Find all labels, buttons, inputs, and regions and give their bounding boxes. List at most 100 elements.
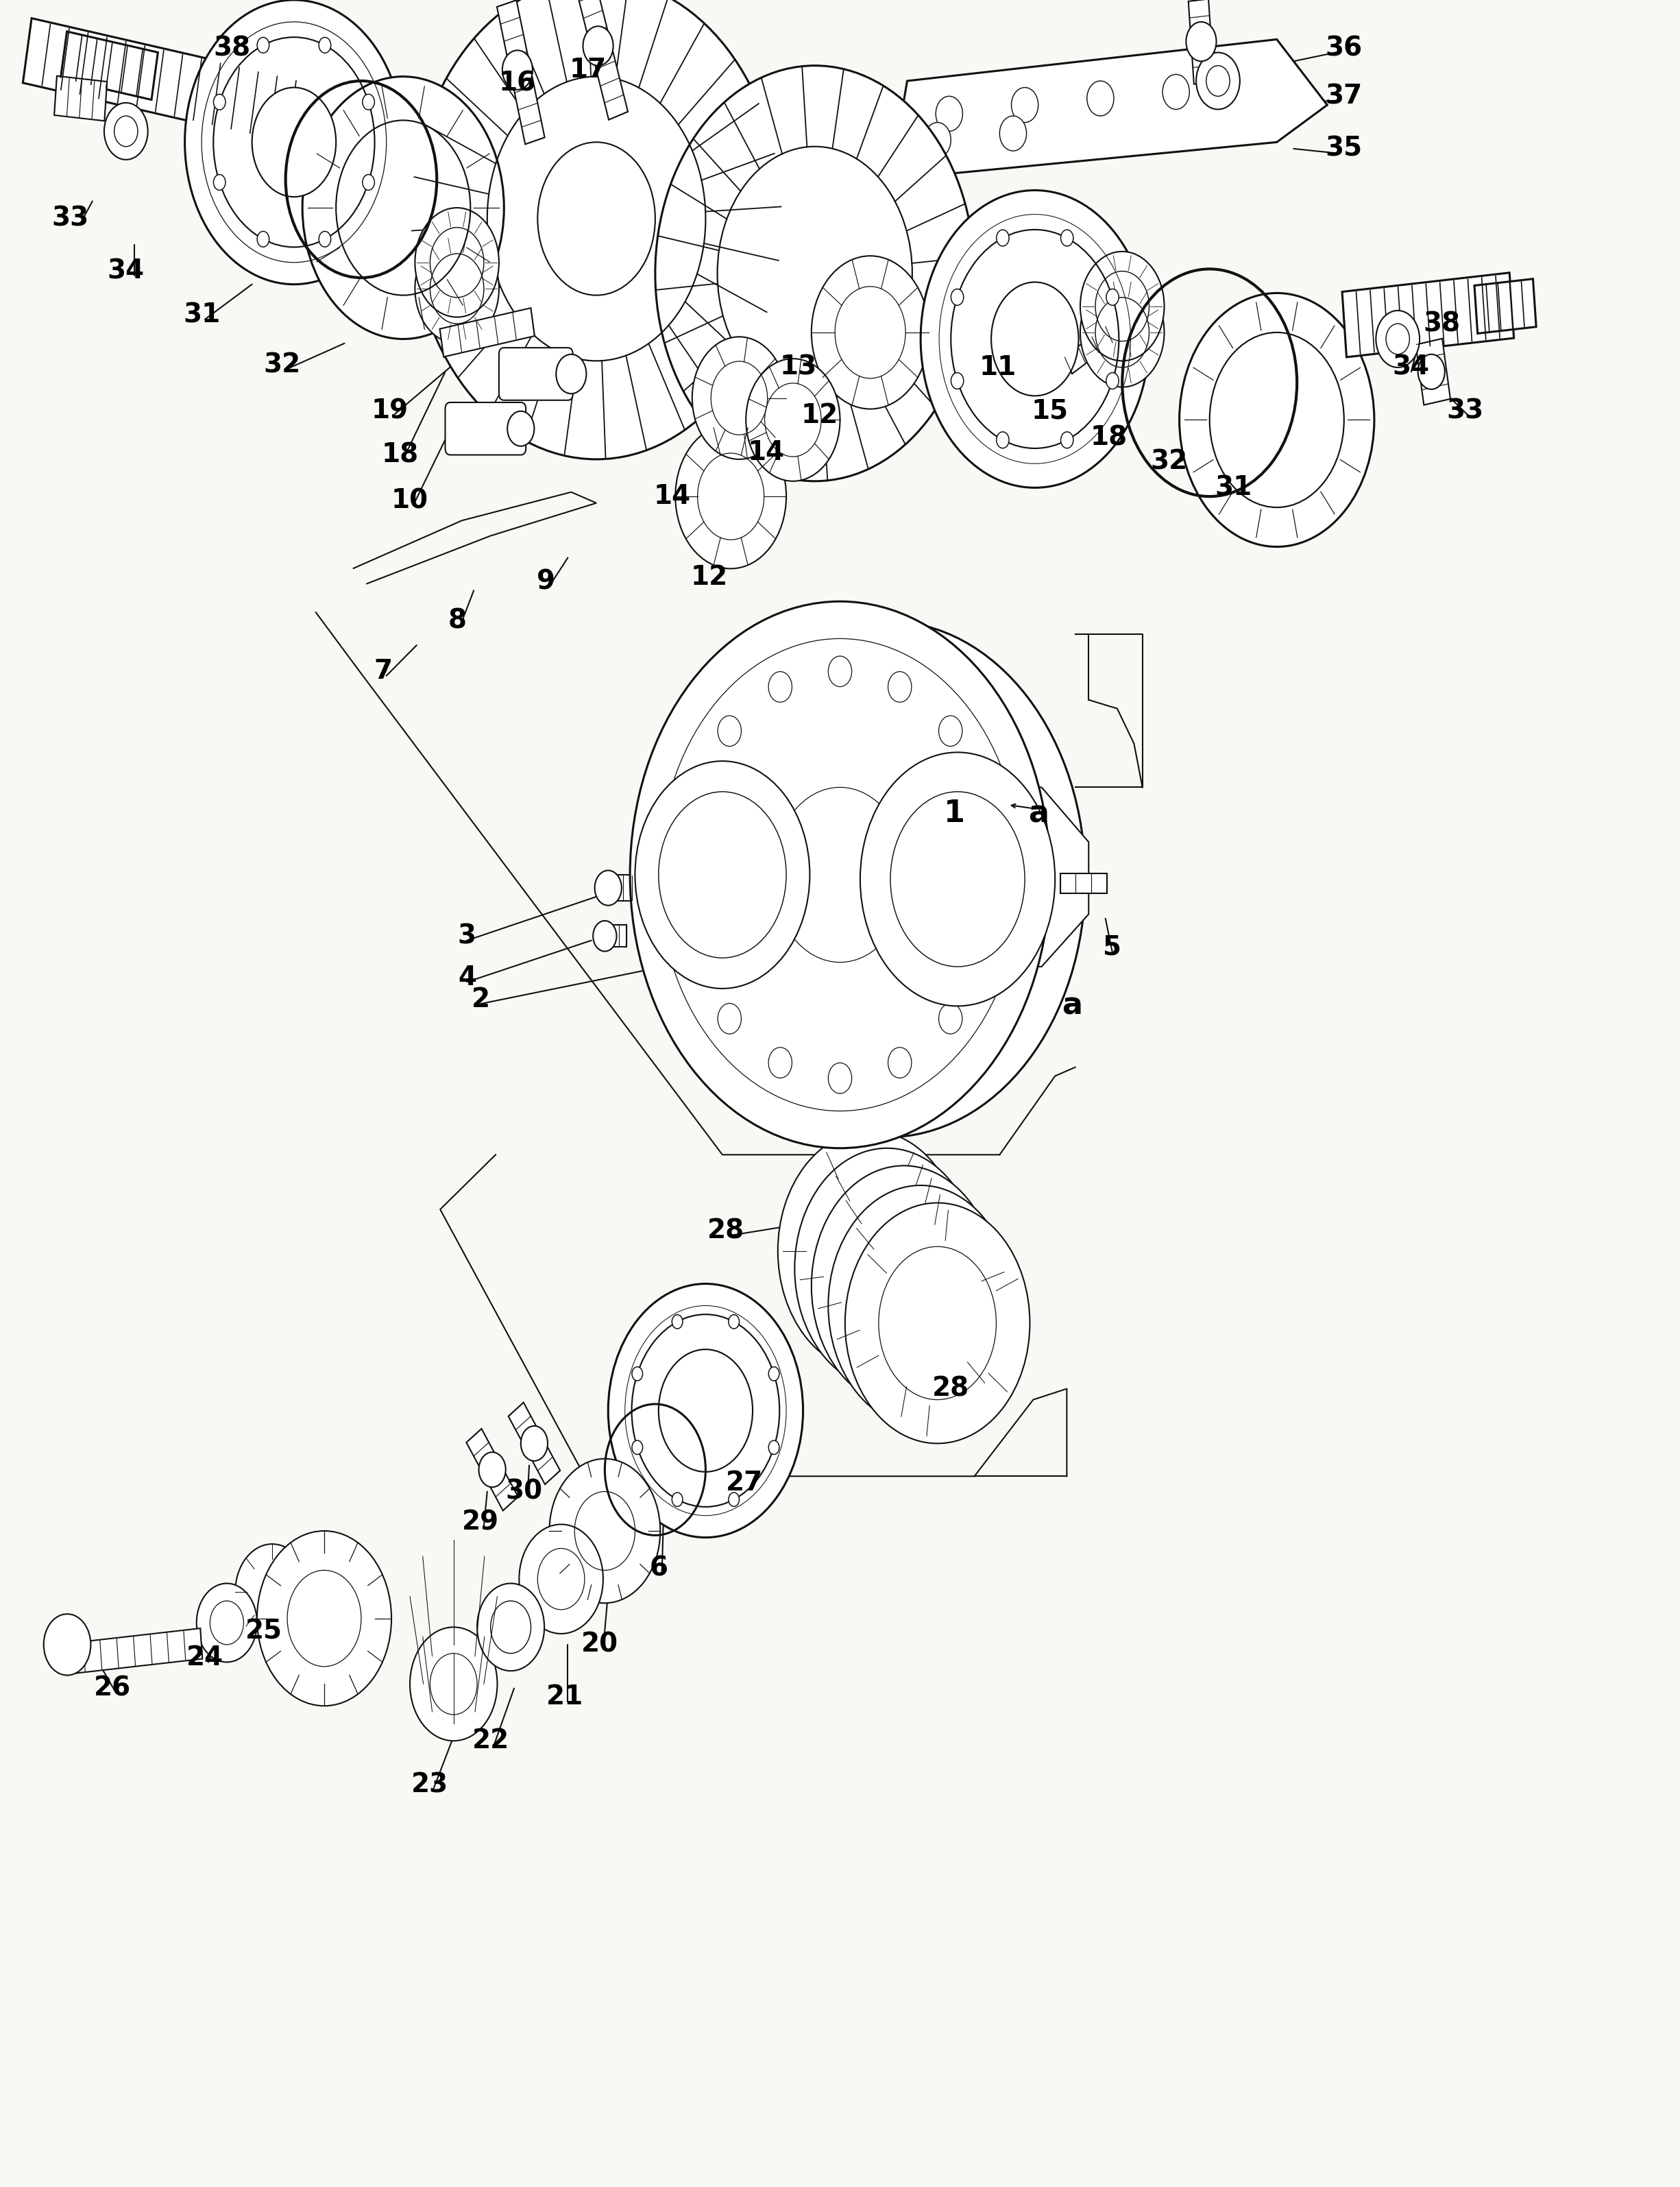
Circle shape [197,1583,257,1662]
Circle shape [519,1524,603,1634]
Text: 2: 2 [470,986,491,1013]
Text: 31: 31 [183,302,220,328]
Text: 15: 15 [1032,398,1068,424]
Text: 33: 33 [1446,398,1483,424]
Circle shape [811,256,929,409]
Circle shape [213,94,225,109]
Circle shape [1087,81,1114,116]
Circle shape [1186,22,1216,61]
Circle shape [655,66,974,481]
Polygon shape [67,1629,202,1673]
Circle shape [1060,230,1074,247]
Polygon shape [890,39,1327,179]
Circle shape [632,1367,643,1380]
Text: 33: 33 [52,206,89,232]
Polygon shape [24,17,296,144]
Circle shape [684,938,707,969]
Polygon shape [605,875,632,901]
Text: 18: 18 [381,442,418,468]
Polygon shape [1188,0,1215,83]
Text: 31: 31 [1215,475,1252,501]
Polygon shape [660,361,756,426]
Circle shape [717,715,741,746]
Circle shape [951,372,964,389]
Circle shape [939,715,963,746]
Text: 7: 7 [373,658,393,685]
Circle shape [672,1492,682,1507]
Circle shape [768,1048,791,1078]
Polygon shape [60,31,158,101]
Circle shape [996,230,1010,247]
Circle shape [608,1284,803,1537]
Circle shape [630,601,1050,1148]
Circle shape [104,103,148,160]
Circle shape [672,1314,682,1330]
Circle shape [692,337,786,459]
Text: 22: 22 [472,1728,509,1754]
Circle shape [415,208,499,317]
Circle shape [951,289,964,306]
Text: 19: 19 [371,398,408,424]
Polygon shape [1060,875,1107,892]
Circle shape [729,1492,739,1507]
Text: 4: 4 [457,964,477,991]
Circle shape [684,781,707,811]
Text: 17: 17 [570,57,606,83]
Text: 12: 12 [690,564,727,590]
Circle shape [549,1459,660,1603]
Polygon shape [54,77,108,120]
Polygon shape [1342,273,1514,356]
Text: 14: 14 [748,440,785,466]
Circle shape [410,1627,497,1741]
Circle shape [828,1185,1013,1426]
Text: 12: 12 [801,402,838,429]
Circle shape [319,232,331,247]
Circle shape [1105,372,1119,389]
Text: 30: 30 [506,1478,543,1505]
Circle shape [583,26,613,66]
Circle shape [924,122,951,157]
Circle shape [768,1441,780,1454]
Circle shape [1000,116,1026,151]
Circle shape [213,175,225,190]
Circle shape [1060,431,1074,448]
Text: 6: 6 [648,1555,669,1581]
Text: 28: 28 [707,1218,744,1244]
Text: a: a [1062,991,1082,1021]
Text: 28: 28 [932,1376,969,1402]
Polygon shape [467,1428,517,1511]
Text: 8: 8 [447,608,467,634]
Circle shape [936,96,963,131]
Circle shape [521,1426,548,1461]
Circle shape [746,359,840,481]
Circle shape [1011,87,1038,122]
Text: 11: 11 [979,354,1016,381]
Circle shape [659,1349,753,1472]
Circle shape [635,761,810,989]
FancyBboxPatch shape [445,402,526,455]
Circle shape [632,1441,643,1454]
Text: 21: 21 [546,1684,583,1710]
Text: 13: 13 [780,354,816,381]
Text: 38: 38 [1423,311,1460,337]
Circle shape [675,424,786,569]
Circle shape [973,781,996,811]
Text: 29: 29 [462,1509,499,1535]
Text: 1: 1 [944,798,964,829]
Circle shape [828,1063,852,1094]
Circle shape [991,282,1079,396]
Polygon shape [497,0,544,144]
Circle shape [185,0,403,284]
Circle shape [939,1004,963,1034]
Text: 9: 9 [536,569,556,595]
Text: 5: 5 [1102,934,1122,960]
Polygon shape [504,70,655,120]
Circle shape [811,1166,996,1406]
Text: 23: 23 [412,1771,449,1798]
Circle shape [1163,74,1189,109]
Circle shape [502,50,533,90]
Text: 32: 32 [1151,448,1188,475]
Text: 35: 35 [1326,136,1362,162]
Ellipse shape [507,411,534,446]
Circle shape [1376,311,1420,367]
